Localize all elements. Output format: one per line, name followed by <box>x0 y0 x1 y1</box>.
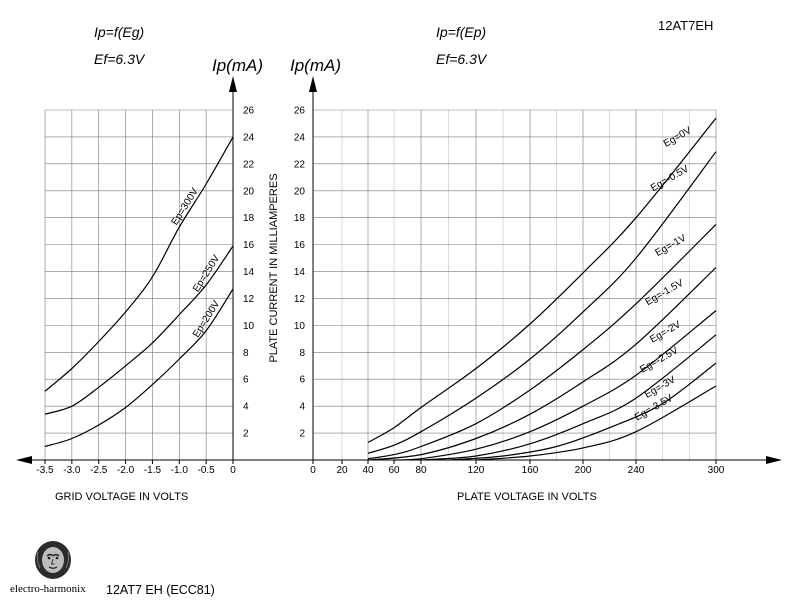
left-chart-title: Ip=f(Eg) <box>94 24 145 40</box>
left-x-axis-title: GRID VOLTAGE IN VOLTS <box>55 491 189 503</box>
right-curve <box>367 117 717 444</box>
x-axis-left-arrow <box>16 456 32 464</box>
left-y-tick-label: 22 <box>243 159 255 170</box>
left-x-tick-label: -0.5 <box>198 465 216 476</box>
left-x-tick-label: -2.5 <box>90 465 108 476</box>
left-y-tick-label: 20 <box>243 186 255 197</box>
right-chart-subtitle: Ef=6.3V <box>436 51 487 67</box>
right-chart-title: Ip=f(Ep) <box>436 24 487 40</box>
electro-harmonix-logo <box>34 540 72 580</box>
right-curve-label: Eg=0V <box>662 125 694 150</box>
right-y-tick-label: 10 <box>294 321 306 332</box>
left-y-tick-label: 10 <box>243 321 255 332</box>
left-x-tick-label: 0 <box>230 465 236 476</box>
right-curve-label: Eg=-1V <box>654 233 689 260</box>
right-x-tick-label: 80 <box>415 465 427 476</box>
right-x-tick-label: 300 <box>708 465 725 476</box>
right-y-tick-label: 24 <box>294 132 306 143</box>
right-curve-label: Eg=-2.5V <box>638 345 680 376</box>
left-chart-subtitle: Ef=6.3V <box>94 51 145 67</box>
right-y-tick-label: 20 <box>294 186 306 197</box>
left-y-tick-label: 14 <box>243 267 255 278</box>
left-y-tick-label: 18 <box>243 213 255 224</box>
right-y-tick-label: 4 <box>299 402 305 413</box>
right-y-tick-label: 26 <box>294 106 306 117</box>
left-y-unit-label: Ip(mA) <box>212 56 263 75</box>
left-y-tick-label: 26 <box>243 106 255 117</box>
right-x-tick-label: 0 <box>310 465 316 476</box>
right-x-tick-label: 200 <box>575 465 592 476</box>
tube-model-label: 12AT7EH <box>658 18 714 33</box>
right-y-tick-label: 22 <box>294 159 306 170</box>
right-curve <box>393 310 717 461</box>
right-y-tick-label: 2 <box>299 429 305 440</box>
left-curve <box>44 288 234 448</box>
right-y-tick-label: 8 <box>299 348 305 359</box>
left-curve <box>44 136 234 392</box>
left-x-tick-label: -1.5 <box>144 465 162 476</box>
right-y-tick-label: 12 <box>294 294 306 305</box>
left-y-tick-label: 24 <box>243 132 255 143</box>
right-x-tick-label: 20 <box>336 465 348 476</box>
right-curve-label: Eg=-0.5V <box>649 163 691 194</box>
left-curve <box>44 245 234 415</box>
left-y-axis-arrow <box>229 76 237 92</box>
right-curve <box>475 385 717 461</box>
right-x-tick-label: 40 <box>362 465 374 476</box>
left-y-tick-label: 16 <box>243 240 255 251</box>
right-y-tick-label: 14 <box>294 267 306 278</box>
left-x-tick-label: -1.0 <box>171 465 189 476</box>
left-y-tick-label: 8 <box>243 348 249 359</box>
left-x-tick-label: -3.5 <box>36 465 54 476</box>
left-x-tick-label: -3.0 <box>63 465 81 476</box>
left-x-tick-label: -2.0 <box>117 465 135 476</box>
right-y-tick-label: 16 <box>294 240 306 251</box>
left-y-tick-label: 6 <box>243 375 249 386</box>
right-y-axis-arrow <box>309 76 317 92</box>
right-x-tick-label: 240 <box>628 465 645 476</box>
right-y-unit-label: Ip(mA) <box>290 56 341 75</box>
right-x-axis-title: PLATE VOLTAGE IN VOLTS <box>457 491 597 503</box>
right-y-tick-label: 18 <box>294 213 306 224</box>
right-curve <box>420 334 717 461</box>
brand-name: electro-harmonix <box>10 583 86 595</box>
left-y-tick-label: 12 <box>243 294 255 305</box>
right-x-tick-label: 60 <box>388 465 400 476</box>
right-curve <box>367 151 717 454</box>
left-curve-label: Ep=200V <box>191 299 222 340</box>
x-axis-right-arrow <box>766 456 782 464</box>
right-curve <box>448 362 717 461</box>
right-x-tick-label: 120 <box>468 465 485 476</box>
left-y-tick-label: 2 <box>243 429 249 440</box>
left-curve-label: Ep=250V <box>191 253 222 294</box>
right-y-tick-label: 6 <box>299 375 305 386</box>
right-curve <box>367 267 717 461</box>
left-y-tick-label: 4 <box>243 402 249 413</box>
left-curve-label: Ep=300V <box>170 186 201 227</box>
right-curve <box>367 223 717 460</box>
footer-model-label: 12AT7 EH (ECC81) <box>106 583 215 597</box>
right-x-tick-label: 160 <box>522 465 539 476</box>
